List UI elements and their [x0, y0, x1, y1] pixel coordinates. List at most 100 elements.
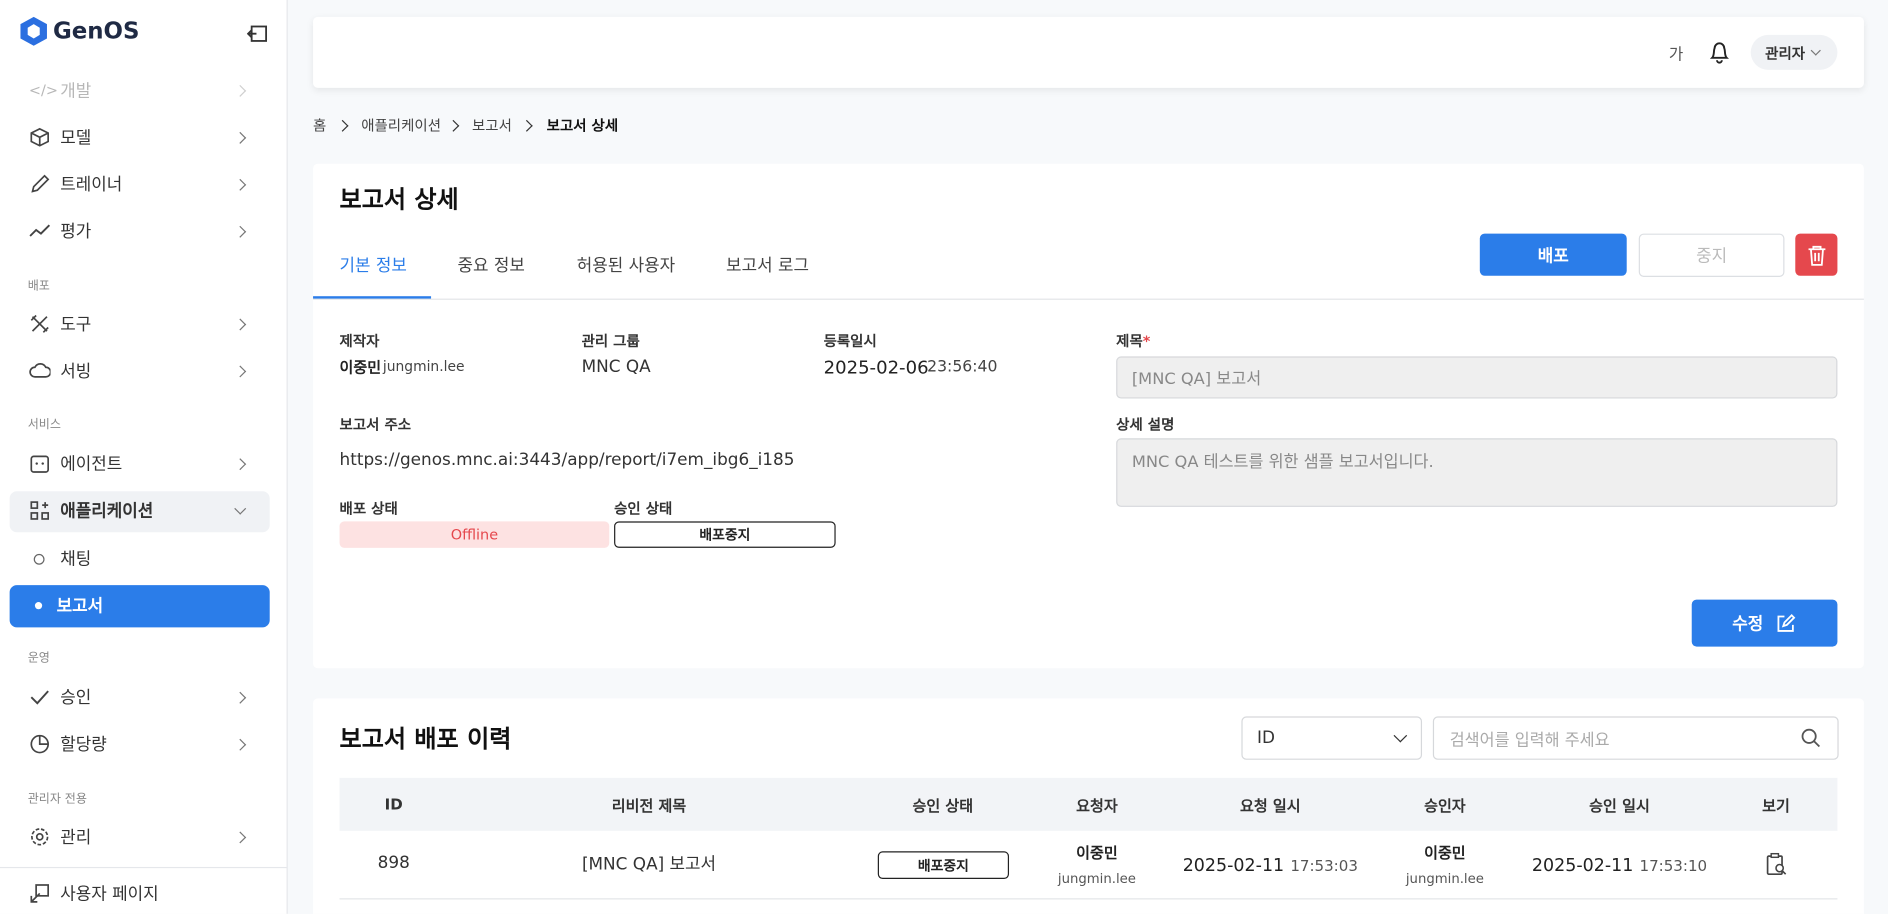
search-placeholder: 검색어를 입력해 주세요: [1449, 730, 1610, 751]
breadcrumb-item[interactable]: 애플리케이션: [361, 117, 441, 135]
nav-item[interactable]: 트레이너: [60, 175, 123, 196]
filter-value: ID: [1257, 728, 1276, 748]
logo-text: GenOS: [52, 18, 140, 45]
divider: [0, 866, 287, 869]
nav-subitem-active[interactable]: [9, 585, 270, 628]
nav-subitem[interactable]: 채팅: [60, 550, 92, 570]
nav-item[interactable]: 도구: [60, 315, 92, 335]
stop-button[interactable]: 중지: [1638, 233, 1785, 277]
nav-subitem[interactable]: 보고서: [56, 597, 104, 617]
field-label: 등록일시: [823, 332, 877, 350]
nav-icon: [31, 174, 50, 193]
breadcrumb-item[interactable]: 홈: [313, 117, 327, 135]
nav-section: 관리자 전용: [27, 792, 87, 807]
field-label: 상세 설명: [1116, 416, 1175, 433]
view-button[interactable]: [1765, 852, 1789, 876]
description-input[interactable]: [1116, 438, 1838, 507]
cell-approver-id: jungmin.lee: [1405, 871, 1484, 887]
tab[interactable]: 보고서 로그: [726, 256, 809, 276]
nav-icon: [30, 501, 50, 520]
user-menu[interactable]: [1750, 34, 1838, 70]
chevron: [234, 365, 247, 378]
cell-revision-title: [MNC QA] 보고서: [581, 854, 717, 875]
tab[interactable]: 허용된 사용자: [576, 256, 676, 276]
delete-button[interactable]: [1795, 233, 1838, 276]
date: 2025-02-11: [1531, 856, 1634, 876]
nav-item[interactable]: 서빙: [60, 362, 92, 382]
tab-active[interactable]: 기본 정보: [339, 256, 407, 276]
deploy-button[interactable]: 배포: [1479, 233, 1627, 276]
date: 2025-02-11: [1182, 856, 1285, 876]
nav-item[interactable]: 사용자 페이지: [60, 884, 159, 905]
nav-icon: </>: [28, 81, 58, 99]
chevron: [234, 831, 247, 844]
user-name[interactable]: 관리자: [1765, 45, 1806, 63]
nav-item[interactable]: 할당량: [60, 735, 107, 755]
trash-icon: [1807, 245, 1825, 266]
edit-label: 수정: [1732, 614, 1764, 634]
nav-item[interactable]: 개발: [60, 81, 92, 102]
sidebar: GenOS 개발 </> 모델 트레이너 평가 배포 도구 서빙 서비스 에이전…: [0, 0, 288, 914]
row-divider: [339, 898, 1838, 900]
nav-item[interactable]: 평가: [60, 222, 92, 243]
breadcrumb-separator: [336, 119, 349, 132]
description-value: MNC QA 테스트를 위한 샘플 보고서입니다.: [1131, 452, 1434, 472]
approval-status-badge: 배포중지: [614, 521, 836, 548]
report-url[interactable]: https://genos.mnc.ai:3443/app/report/i7e…: [339, 450, 795, 470]
column-header: 승인 일시: [1589, 796, 1650, 815]
font-size-toggle[interactable]: 가: [1668, 46, 1684, 65]
chevron: [234, 131, 247, 144]
bullet: [33, 553, 45, 565]
breadcrumb-current: 보고서 상세: [546, 117, 619, 135]
section-title: 보고서 배포 이력: [339, 724, 512, 754]
chevron: [234, 318, 247, 331]
breadcrumb-separator: [520, 119, 533, 132]
breadcrumb-item[interactable]: 보고서: [471, 117, 512, 135]
cell-request-time: 2025-02-11 17:53:03: [1183, 853, 1358, 876]
nav-item[interactable]: 관리: [60, 828, 92, 848]
field-label: 제작자: [339, 332, 380, 350]
bullet: [34, 602, 43, 610]
label-text: 제목: [1116, 332, 1143, 350]
tab[interactable]: 중요 정보: [457, 256, 525, 276]
nav-section: 운영: [27, 652, 50, 666]
edit-icon: [1777, 613, 1796, 632]
nav-section: 서비스: [27, 418, 61, 432]
nav-icon: [29, 224, 51, 237]
nav-item[interactable]: 승인: [60, 688, 92, 708]
field-label: 제목*: [1116, 331, 1150, 351]
chevron: [234, 178, 247, 191]
cell-approver-name: 이중민: [1424, 843, 1466, 862]
column-header: 요청자: [1076, 796, 1118, 815]
creator-name: 이중민: [339, 358, 382, 377]
tab-indicator: [313, 296, 432, 299]
edit-button[interactable]: 수정: [1691, 599, 1838, 647]
search-icon[interactable]: [1800, 727, 1822, 749]
creator-id: jungmin.lee: [382, 357, 465, 375]
title-input[interactable]: [1116, 356, 1838, 399]
chevron: [234, 84, 247, 97]
field-label: 관리 그룹: [581, 332, 640, 350]
column-header: 요청 일시: [1239, 796, 1301, 815]
collapse-button[interactable]: [246, 24, 269, 43]
field-label: 보고서 주소: [339, 416, 412, 433]
nav-icon: [30, 734, 50, 754]
filter-select[interactable]: [1241, 716, 1423, 760]
nav-item[interactable]: 애플리케이션: [60, 502, 154, 522]
time: 17:53:03: [1290, 856, 1358, 875]
cell-id: 898: [377, 853, 410, 873]
chevron: [234, 225, 247, 238]
title-input-value: [MNC QA] 보고서: [1131, 369, 1262, 389]
nav-icon: [30, 884, 50, 903]
cell-requester-name: 이중민: [1076, 843, 1118, 862]
notification-bell[interactable]: [1709, 41, 1731, 65]
nav-item[interactable]: 모델: [60, 128, 92, 149]
search-input[interactable]: [1432, 716, 1839, 760]
group-value: MNC QA: [581, 357, 651, 377]
nav-item[interactable]: 에이전트: [60, 455, 123, 475]
nav-icon: [31, 828, 49, 846]
required-mark: *: [1142, 332, 1151, 350]
column-header: 보기: [1762, 796, 1790, 815]
logo-icon: [20, 16, 47, 46]
